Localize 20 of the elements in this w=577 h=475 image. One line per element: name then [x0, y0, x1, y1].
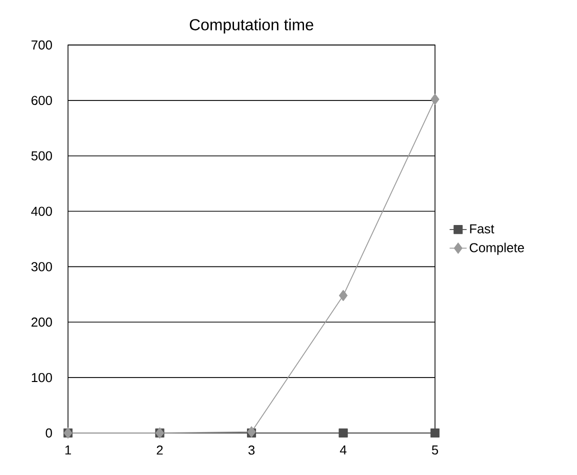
y-tick-label: 400 — [31, 206, 52, 216]
y-tick-label: 0 — [46, 428, 52, 438]
x-tick-label: 2 — [156, 446, 163, 455]
point — [338, 290, 348, 302]
chart-title: Computation time — [190, 18, 314, 34]
y-tick-label: 600 — [32, 96, 52, 106]
legend-label: Fast — [470, 224, 494, 234]
x-tick-label: 3 — [248, 446, 255, 455]
x-tick-label: 5 — [432, 446, 438, 455]
x-tick-label: 4 — [340, 446, 346, 454]
y-tick-label: 100 — [32, 372, 52, 382]
point — [430, 428, 440, 438]
y-tick-label: 500 — [31, 151, 52, 160]
legend-label: Complete — [470, 242, 524, 255]
y-tick-label: 200 — [32, 318, 52, 327]
y-tick-label: 300 — [31, 262, 52, 272]
x-tick-label: 1 — [65, 446, 71, 454]
point — [338, 428, 348, 438]
y-tick-label: 700 — [32, 40, 52, 50]
point — [430, 94, 440, 106]
